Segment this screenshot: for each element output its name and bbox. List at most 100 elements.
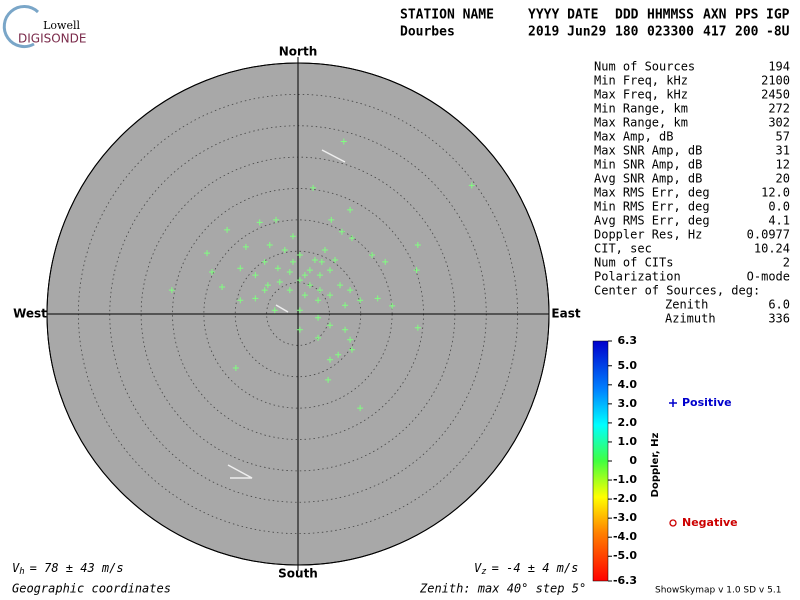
vh-label: Vh = 78 ± 43 m/s — [12, 561, 124, 577]
source-point — [286, 287, 293, 294]
info-value: 31 — [776, 144, 790, 158]
source-point — [296, 326, 303, 333]
header-name: HHMMSS — [647, 8, 694, 23]
colorbar-ticks: 6.3 5.0 4.0 3.0 2.0 1.0 0 -1.0 -2.0 -3.0 -4.0 -5.0 -… — [608, 334, 637, 587]
info-label: Doppler Res, Hz — [594, 228, 702, 242]
info-value: 272 — [768, 102, 790, 116]
colorbar-tick-label: -1.0 — [613, 473, 637, 486]
info-label: Min SNR Amp, dB — [594, 158, 702, 172]
header-value: 417 — [703, 25, 726, 40]
source-point — [311, 257, 318, 264]
colorbar-tick-label: 1.0 — [618, 435, 638, 448]
source-point — [318, 258, 325, 265]
source-point — [327, 322, 334, 329]
info-label: Num of Sources — [594, 60, 695, 74]
info-value: 10.24 — [754, 242, 790, 256]
coordinates-label: Geographic coordinates — [12, 582, 171, 596]
info-value: 194 — [768, 60, 790, 74]
header-name: PPS — [735, 8, 759, 23]
colorbar-tick-label: -3.0 — [613, 511, 637, 524]
source-point — [347, 206, 354, 213]
source-point — [261, 258, 268, 265]
source-point — [276, 278, 283, 285]
info-value: 6.0 — [768, 298, 790, 312]
source-point — [274, 265, 281, 272]
source-point — [340, 138, 347, 145]
source-point — [325, 376, 332, 383]
colorbar-tick-label: -4.0 — [613, 530, 637, 543]
source-point — [242, 243, 249, 250]
source-point — [382, 258, 389, 265]
info-label: Max Freq, kHz — [594, 88, 688, 102]
source-point — [232, 364, 239, 371]
source-point — [252, 295, 259, 302]
source-point — [273, 216, 280, 223]
version-label: ShowSkymap v 1.0 SD v 5.1 — [655, 586, 781, 596]
source-point — [347, 336, 354, 343]
source-point — [348, 346, 355, 353]
info-table: Num of Sources 194 Min Freq, kHz 2100 Max Fr… — [594, 60, 790, 326]
info-value: O-mode — [747, 270, 790, 284]
source-point — [328, 216, 335, 223]
source-point — [219, 284, 226, 291]
colorbar-tick-label: 5.0 — [618, 359, 638, 372]
info-label: Max RMS Err, deg — [594, 186, 710, 200]
source-point — [301, 292, 308, 299]
source-point — [310, 184, 317, 191]
info-value: 20 — [776, 172, 790, 186]
source-point — [357, 405, 364, 412]
source-point — [306, 282, 313, 289]
info-value: 336 — [768, 312, 790, 326]
source-point — [337, 282, 344, 289]
source-point — [286, 268, 293, 275]
source-point — [296, 307, 303, 314]
info-value: 2100 — [761, 74, 790, 88]
info-value: 302 — [768, 116, 790, 130]
source-point — [348, 235, 355, 242]
vz-label: Vz = -4 ± 4 m/s — [474, 561, 578, 577]
source-point — [252, 272, 259, 279]
source-point — [296, 252, 303, 259]
colorbar-tick-label: 0 — [629, 454, 637, 467]
legend-marker-negative — [669, 519, 677, 527]
source-point — [224, 226, 231, 233]
source-point — [204, 250, 211, 257]
source-point — [256, 219, 263, 226]
source-point — [468, 182, 475, 189]
header-name: DDD — [615, 8, 639, 23]
source-point — [347, 287, 354, 294]
source-point — [342, 302, 349, 309]
header-value: 200 — [735, 25, 759, 40]
info-value: 0.0 — [768, 200, 790, 214]
zenith-label: Zenith: max 40° step 5° — [419, 582, 586, 596]
source-point — [335, 351, 342, 358]
legend-negative: Negative — [682, 516, 738, 529]
legend-positive: Positive — [682, 396, 732, 409]
colorbar-label: Doppler, Hz — [650, 433, 661, 498]
header-value: 023300 — [647, 25, 694, 40]
source-point — [414, 241, 421, 248]
south-label: South — [278, 567, 318, 581]
source-point — [271, 307, 278, 314]
source-point — [374, 295, 381, 302]
source-point — [315, 334, 322, 341]
source-point — [209, 268, 216, 275]
info-label: Azimuth — [665, 312, 716, 326]
source-point — [321, 246, 328, 253]
source-point — [413, 267, 420, 274]
colorbar-tick-label: 2.0 — [618, 416, 638, 429]
source-point — [389, 302, 396, 309]
source-point — [261, 287, 268, 294]
colorbar-tick-label: 4.0 — [618, 378, 638, 391]
info-value: 2 — [783, 256, 790, 270]
info-label: Avg RMS Err, deg — [594, 214, 710, 228]
info-label: Min Range, km — [594, 102, 688, 116]
source-point — [281, 246, 288, 253]
info-label: Min RMS Err, deg — [594, 200, 710, 214]
source-point — [315, 314, 322, 321]
info-center-title: Center of Sources, deg: — [594, 284, 760, 298]
logo-bottom: DIGISONDE — [18, 32, 86, 46]
source-point — [338, 228, 345, 235]
header-value: 2019 Jun29 — [528, 25, 606, 40]
vector-marks — [227, 149, 346, 479]
